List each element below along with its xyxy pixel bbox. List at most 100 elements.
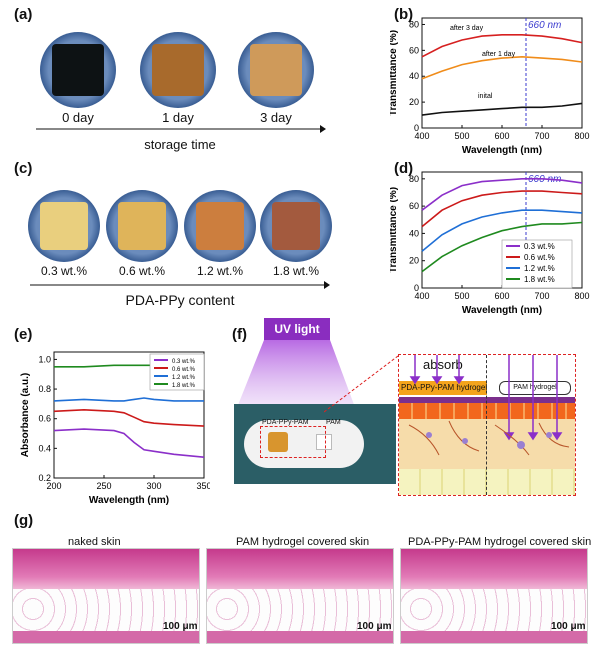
y-tick-label: 80 (409, 174, 419, 184)
y-tick-label: 0 (414, 283, 419, 293)
series-annotation: after 3 day (450, 25, 484, 32)
marker-label: 660 nm (528, 20, 561, 31)
storage-time-arrow (36, 125, 326, 133)
petri-dish-image (260, 190, 332, 262)
x-axis-label: Wavelength (nm) (89, 495, 169, 505)
series-line (421, 190, 583, 228)
x-tick-label: 500 (454, 291, 469, 301)
series-annotation: after 1 day (482, 51, 516, 58)
y-tick-label: 0 (414, 123, 419, 133)
panel-label-d: (d) (394, 160, 414, 177)
y-tick-label: 20 (409, 256, 419, 266)
fat-layer (399, 469, 575, 495)
y-tick-label: 40 (409, 228, 419, 238)
histology-title: PAM hydrogel covered skin (236, 536, 370, 548)
y-tick-label: 60 (409, 45, 419, 55)
histology-title: PDA-PPy-PAM hydrogel covered skin (408, 536, 592, 548)
left-layer-label: PDA-PPy-PAM hydrogel (401, 383, 488, 392)
hydrogel-sample-image (272, 202, 320, 250)
histology-image-pam: 100 μm (206, 548, 394, 644)
content-label: 0.3 wt.% (40, 264, 88, 278)
storage-label: 0 day (62, 110, 94, 125)
scale-bar-label: 100 μm (163, 621, 198, 632)
petri-dish-image (106, 190, 178, 262)
x-tick-label: 350 (196, 481, 210, 491)
pda-ppy-pam-sample-image (268, 432, 288, 452)
series-annotation: inital (478, 93, 493, 100)
sample-label: PDA-PPy-PAM (262, 419, 309, 426)
y-tick-label: 40 (409, 71, 419, 81)
series-line (421, 178, 583, 211)
series-line (421, 209, 583, 252)
legend-label: 0.3 wt.% (172, 359, 196, 365)
series-line (421, 102, 583, 116)
content-label: 1.2 wt.% (196, 264, 244, 278)
x-tick-label: 500 (454, 131, 469, 141)
petri-dish-image (238, 32, 314, 108)
absorb-label: absorb (423, 357, 463, 372)
histology-image-pda: 100 μm (400, 548, 588, 644)
scale-bar-label: 100 μm (551, 621, 586, 632)
content-axis-label: PDA-PPy content (125, 292, 235, 308)
divider-line (486, 355, 487, 495)
series-line (53, 397, 204, 402)
y-tick-label: 0.2 (38, 473, 51, 483)
skin-surface-layer (399, 397, 575, 403)
hydrogel-sample-image (250, 44, 302, 96)
chart-d: 400 500 600 700 800 0 20 40 60 80 Wavelength (nm) T… (390, 171, 590, 316)
legend-label: 1.8 wt.% (524, 275, 555, 284)
plot-frame (53, 351, 205, 479)
legend-label: 0.6 wt.% (524, 253, 555, 262)
dermis-layer (399, 419, 575, 469)
content-label: 0.6 wt.% (118, 264, 166, 278)
hydrogel-sample-image (152, 44, 204, 96)
storage-label: 3 day (260, 110, 292, 125)
panel-label-e: (e) (14, 326, 33, 343)
pam-label: PAM (326, 419, 341, 426)
chart-e: 200 250 300 350 0.2 0.4 0.6 0.8 1.0 Wavelength (n… (20, 351, 210, 505)
panel-label-c: (c) (14, 160, 33, 177)
x-tick-label: 200 (46, 481, 61, 491)
y-tick-label: 0.8 (38, 384, 51, 394)
y-axis-label: Absorbance (a.u.) (20, 373, 31, 457)
mouse-image (244, 420, 364, 468)
content-label: 1.8 wt.% (272, 264, 320, 278)
legend-label: 1.8 wt.% (172, 383, 196, 389)
right-layer-label: PAM hydrogel (499, 381, 571, 395)
petri-dish-image (28, 190, 100, 262)
hydrogel-sample-image (52, 44, 104, 96)
skin-schematic: PDA-PPy-PAM hydrogel PAM hydrogel absorb (398, 354, 576, 496)
hydrogel-sample-image (40, 202, 88, 250)
uv-arrows (408, 355, 570, 456)
legend-label: 0.3 wt.% (524, 242, 555, 251)
epidermis-layer (399, 403, 575, 419)
x-tick-label: 400 (414, 131, 429, 141)
x-tick-label: 700 (534, 291, 549, 301)
y-tick-label: 0.6 (38, 414, 51, 424)
panel-label-g: (g) (14, 512, 34, 529)
y-tick-label: 1.0 (38, 354, 51, 364)
mouse-photo: PDA-PPy-PAM PAM (234, 404, 396, 484)
x-axis-label: Wavelength (nm) (462, 305, 542, 316)
storage-time-label: storage time (144, 137, 216, 152)
x-tick-label: 800 (574, 131, 589, 141)
scale-bar-label: 100 μm (357, 621, 392, 632)
y-axis-label: Transmittance (%) (390, 30, 399, 116)
series-line (53, 428, 205, 458)
storage-label: 1 day (162, 110, 194, 125)
legend-label: 1.2 wt.% (524, 264, 555, 273)
y-tick-label: 0.4 (38, 443, 51, 453)
series-line (53, 408, 205, 427)
petri-dish-image (140, 32, 216, 108)
legend-label: 1.2 wt.% (172, 375, 196, 381)
pam-sample-image (316, 434, 332, 450)
content-arrow (30, 281, 330, 289)
panel-label-a: (a) (14, 6, 33, 23)
x-tick-label: 600 (494, 291, 509, 301)
y-tick-label: 80 (409, 19, 419, 29)
x-tick-label: 700 (534, 131, 549, 141)
uv-beam (236, 340, 356, 410)
x-tick-label: 600 (494, 131, 509, 141)
series-line (421, 221, 583, 273)
zoom-connector (324, 355, 399, 413)
